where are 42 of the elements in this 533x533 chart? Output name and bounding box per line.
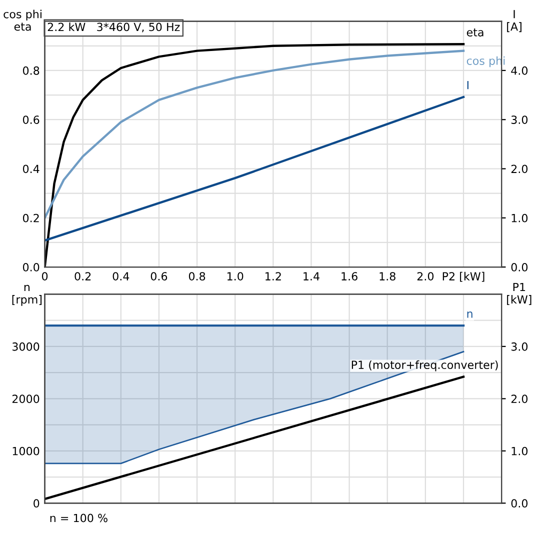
x-tick-label: 2.0 [417,272,434,280]
series-label: P1 (motor+freq.converter) [352,360,498,372]
y-tick-label: 0.8 [22,66,40,75]
y-tick-label: 0.2 [22,214,39,222]
y2-axis-title: P1 [kW] [507,282,532,305]
y2-tick-label: 2.0 [511,164,528,174]
x-tick-label: 1.8 [380,272,396,280]
y-axis-title: n [rpm] [12,284,42,306]
x-tick-label: 1.4 [304,272,320,280]
y-tick-label: 1000 [12,446,40,456]
y-tick-label: 0.6 [22,116,40,124]
y2-tick-label: 3.0 [511,342,528,351]
y2-tick-label: 1.0 [512,446,528,456]
y-tick-label: 2000 [12,394,40,404]
y-tick-label: 0.4 [22,164,40,174]
chart-title: 2.2 kW 3*460 V, 50 Hz [48,22,180,32]
x-tick-label: 0.8 [188,272,206,280]
y2-tick-label: 1.0 [512,214,528,222]
text: n = 100 % [50,514,108,522]
y2-tick-label: 4.0 [511,66,528,75]
x-tick-label: 0.2 [74,272,91,280]
y2-tick-label: 3.0 [511,116,528,124]
series-label: eta [466,28,484,36]
y2-tick-label: 0.0 [511,263,528,272]
line-series [44,50,465,219]
y2-tick-label: 2.0 [511,394,528,404]
y-axis-title: cos phi eta [4,10,42,31]
y2-axis-title: I [A] [507,10,522,32]
x-tick-label: 0.4 [112,272,130,280]
x-tick-label: 1.0 [227,272,244,280]
series-label: n [467,311,472,318]
series-label: I [467,81,468,90]
y2-tick-label: 0.0 [511,499,528,508]
y-tick-label: 0.0 [22,263,40,272]
x-tick-label: P2 [kW] [442,272,484,282]
x-tick-label: 0 [42,272,48,280]
y-tick-label: 3000 [12,342,40,351]
y-tick-label: 0 [34,499,40,508]
line-series [44,43,465,268]
x-tick-label: 1.2 [266,272,281,280]
x-tick-label: 0.6 [150,272,168,280]
x-tick-label: 1.6 [342,272,358,280]
